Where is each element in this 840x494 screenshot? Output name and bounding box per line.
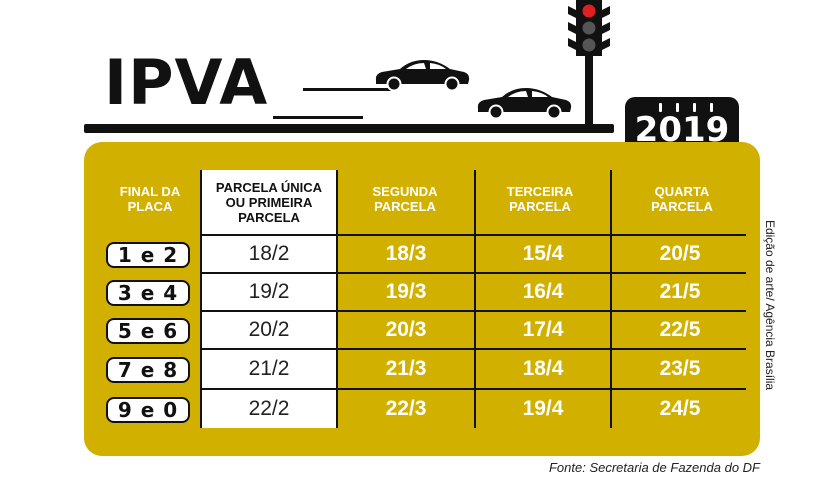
traffic-light-icon: [568, 0, 610, 126]
table-cell: 15/4: [522, 242, 564, 265]
table-cell: 23/5: [659, 357, 701, 380]
table-cell: 20/3: [385, 318, 427, 341]
table-cell: 20/2: [248, 318, 290, 341]
table-cell: 21/3: [385, 357, 427, 380]
title: IPVA: [104, 46, 269, 119]
table-cell: 22/2: [248, 397, 290, 420]
row-divider: [200, 348, 746, 350]
column-divider: [610, 170, 612, 428]
header-fourth-installment: QUARTA PARCELA: [651, 184, 713, 214]
table-cell: 20/5: [659, 242, 701, 265]
table-cell: 18/3: [385, 242, 427, 265]
table-cell: 19/2: [248, 280, 290, 303]
row-divider: [200, 310, 746, 312]
row-divider: [200, 388, 746, 390]
row-divider: [200, 234, 746, 236]
art-credit-text: Edição de arte/ Agência Brasília: [763, 219, 777, 391]
plate-badge: 9 e 0: [106, 397, 190, 423]
column-divider: [336, 170, 338, 428]
table-cell: 19/3: [385, 280, 427, 303]
header-first-installment: PARCELA ÚNICA OU PRIMEIRA PARCELA: [215, 179, 323, 225]
column-divider: [200, 170, 202, 428]
car-icon: [477, 88, 572, 120]
header-plate: FINAL DA PLACA: [119, 184, 181, 214]
road-line: [84, 124, 614, 133]
plate-badge: 1 e 2: [106, 242, 190, 268]
header-second-installment: SEGUNDA PARCELA: [372, 184, 438, 214]
speed-line: [303, 88, 393, 91]
table-cell: 17/4: [522, 318, 564, 341]
table-cell: 24/5: [659, 397, 701, 420]
plate-badge: 5 e 6: [106, 318, 190, 344]
source-note: Fonte: Secretaria de Fazenda do DF: [548, 460, 760, 475]
row-divider: [200, 272, 746, 274]
car-icon: [375, 60, 470, 92]
table-cell: 21/5: [659, 280, 701, 303]
header-third-installment: TERCEIRA PARCELA: [506, 184, 574, 214]
table-cell: 16/4: [522, 280, 564, 303]
plate-badge: 7 e 8: [106, 357, 190, 383]
art-credit: Edição de arte/ Agência Brasília: [760, 200, 780, 410]
first-installment-column: [202, 170, 336, 428]
column-divider: [474, 170, 476, 428]
table-cell: 19/4: [522, 397, 564, 420]
table-cell: 22/3: [385, 397, 427, 420]
table-cell: 18/4: [522, 357, 564, 380]
plate-badge: 3 e 4: [106, 280, 190, 306]
table-panel: [84, 142, 760, 456]
table-cell: 21/2: [248, 357, 290, 380]
table-cell: 18/2: [248, 242, 290, 265]
table-cell: 22/5: [659, 318, 701, 341]
speed-line: [273, 116, 363, 119]
